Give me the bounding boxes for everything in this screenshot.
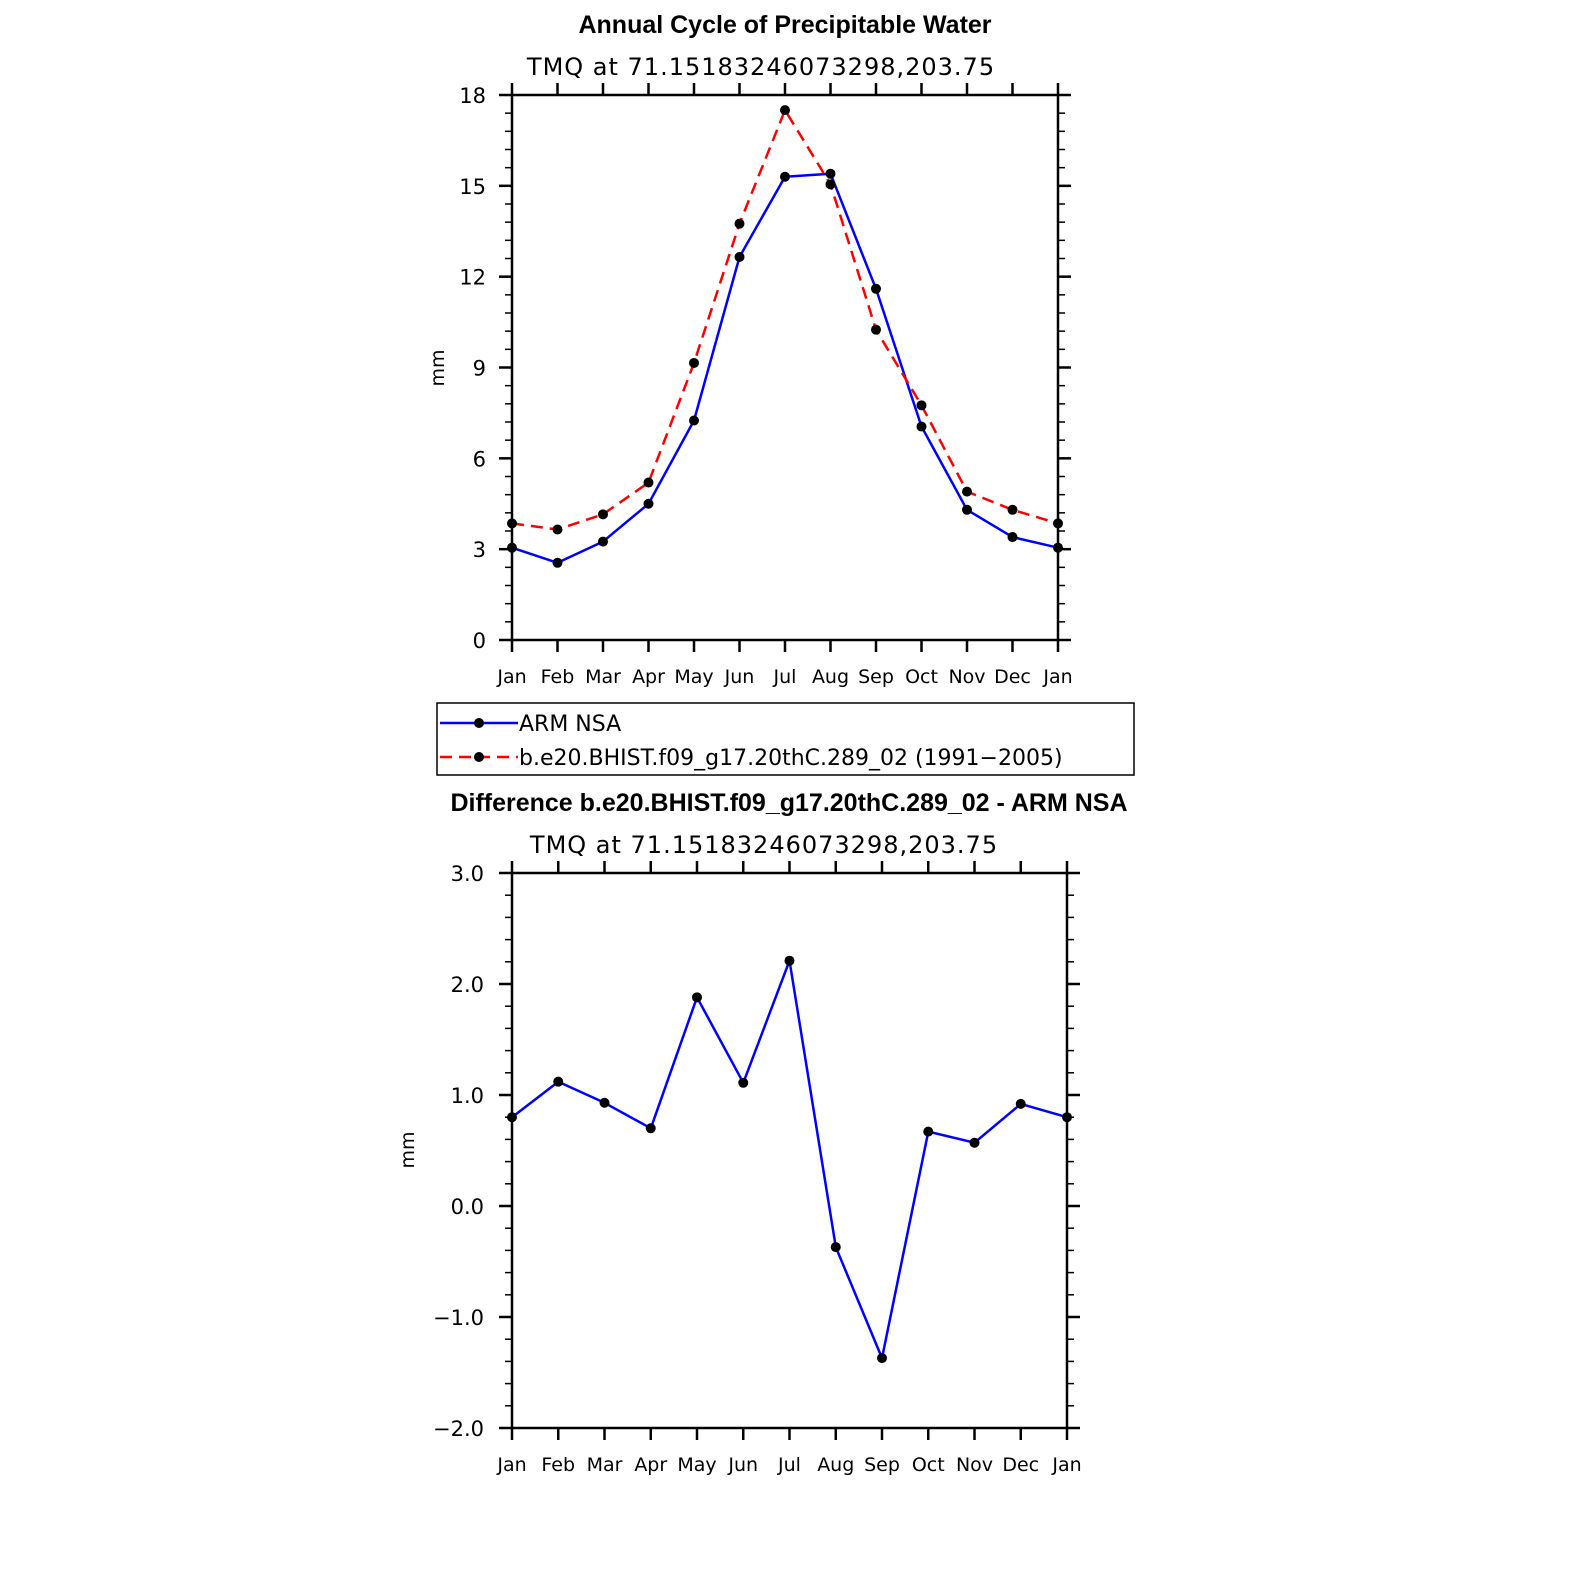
data-point: [1015, 1098, 1026, 1109]
y-tick-label: 12: [459, 266, 486, 290]
data-point: [552, 524, 563, 535]
y-tick-label: 18: [459, 84, 486, 108]
y-tick-label: 9: [473, 357, 486, 381]
x-tick-label: Jan: [1051, 1454, 1081, 1476]
data-point: [645, 1123, 656, 1134]
x-tick-label: Mar: [585, 666, 621, 688]
data-point: [1007, 504, 1018, 515]
legend-marker-arm-nsa: [474, 718, 484, 728]
x-tick-label: Mar: [587, 1454, 623, 1476]
x-tick-label: May: [674, 666, 713, 688]
data-point: [599, 1097, 610, 1108]
data-point: [734, 251, 745, 262]
chart-title: Annual Cycle of Precipitable Water: [578, 11, 991, 39]
x-tick-label: Jan: [496, 1454, 526, 1476]
chart-title: Difference b.e20.BHIST.f09_g17.20thC.289…: [450, 789, 1127, 817]
y-tick-label: 0.0: [451, 1195, 484, 1219]
data-point: [507, 542, 517, 553]
data-point: [553, 1076, 564, 1087]
data-point: [598, 536, 608, 547]
data-point: [916, 421, 927, 432]
data-point: [969, 1137, 980, 1148]
data-point: [871, 283, 881, 294]
data-point: [738, 1077, 749, 1088]
data-point: [1053, 518, 1063, 529]
legend-label-arm-nsa: ARM NSA: [519, 712, 621, 737]
data-point: [1053, 542, 1063, 553]
legend: ARM NSA b.e20.BHIST.f09_g17.20thC.289_02…: [436, 702, 1135, 776]
data-point: [643, 498, 654, 509]
data-point: [689, 415, 699, 426]
y-tick-label: 3: [473, 538, 486, 562]
x-tick-label: Dec: [1002, 1454, 1039, 1476]
data-point: [916, 400, 927, 411]
y-tick-label: −1.0: [433, 1306, 484, 1330]
data-point: [825, 179, 836, 190]
x-tick-label: Sep: [864, 1454, 900, 1476]
legend-marker-model: [474, 752, 484, 762]
series-line-0: [511, 172, 1059, 565]
data-point: [780, 171, 790, 182]
data-point: [734, 218, 745, 229]
y-tick-label: 0: [473, 629, 486, 653]
data-point: [962, 504, 972, 515]
x-tick-label: Feb: [541, 1454, 575, 1476]
data-point: [825, 168, 836, 179]
chart-subtitle: TMQ at 71.15183246073298,203.75: [526, 53, 995, 81]
x-tick-label: Jun: [724, 666, 755, 688]
data-point: [643, 477, 654, 488]
x-tick-label: Nov: [956, 1454, 993, 1476]
x-tick-label: Aug: [817, 1454, 854, 1476]
difference-chart: Difference b.e20.BHIST.f09_g17.20thC.289…: [397, 789, 1128, 1476]
legend-label-model: b.e20.BHIST.f09_g17.20thC.289_02 (1991−2…: [519, 746, 1063, 771]
data-point: [923, 1126, 934, 1137]
data-point: [830, 1242, 841, 1253]
x-tick-label: May: [677, 1454, 716, 1476]
plot-area: 0 3 6 9 12 15 18 Jan Feb Mar Apr May Jun Jul Aug Sep Oct…: [459, 83, 1073, 688]
x-tick-label: Jan: [496, 666, 526, 688]
y-axis-label: mm: [397, 1131, 419, 1168]
x-tick-label: Jul: [777, 1454, 801, 1476]
plot-area: −2.0 −1.0 0.0 1.0 2.0 3.0 Jan Feb Mar Apr May Jun Ju…: [433, 861, 1082, 1476]
x-tick-label: Jan: [1042, 666, 1072, 688]
annual-cycle-chart: Annual Cycle of Precipitable Water TMQ a…: [427, 11, 1135, 776]
data-point: [1062, 1112, 1072, 1123]
y-tick-label: −2.0: [433, 1417, 484, 1441]
data-point: [689, 357, 699, 368]
x-tick-label: Feb: [541, 666, 575, 688]
data-point: [784, 955, 795, 966]
x-tick-label: Apr: [632, 666, 665, 688]
data-point: [877, 1353, 887, 1364]
x-tick-label: Oct: [912, 1454, 945, 1476]
data-point: [871, 324, 881, 335]
x-tick-label: Dec: [994, 666, 1031, 688]
y-tick-label: 1.0: [451, 1084, 484, 1108]
y-axis-label: mm: [427, 349, 449, 386]
data-point: [552, 557, 563, 568]
data-point: [692, 992, 702, 1003]
data-point: [598, 509, 608, 520]
x-tick-label: Nov: [948, 666, 985, 688]
x-tick-label: Jul: [773, 666, 797, 688]
data-point: [962, 486, 972, 497]
series-line-0: [511, 959, 1068, 1360]
x-tick-label: Aug: [812, 666, 849, 688]
y-tick-label: 2.0: [451, 973, 484, 997]
x-tick-label: Apr: [634, 1454, 667, 1476]
data-point: [780, 105, 790, 116]
data-point: [1007, 532, 1018, 543]
x-tick-label: Jun: [727, 1454, 758, 1476]
data-point: [507, 518, 517, 529]
x-tick-label: Oct: [905, 666, 938, 688]
y-tick-label: 15: [459, 175, 486, 199]
x-tick-label: Sep: [858, 666, 894, 688]
chart-subtitle: TMQ at 71.15183246073298,203.75: [529, 831, 998, 859]
y-tick-label: 3.0: [451, 862, 484, 886]
y-tick-label: 6: [473, 447, 486, 471]
legend-box: [436, 702, 1135, 776]
data-point: [507, 1112, 517, 1123]
